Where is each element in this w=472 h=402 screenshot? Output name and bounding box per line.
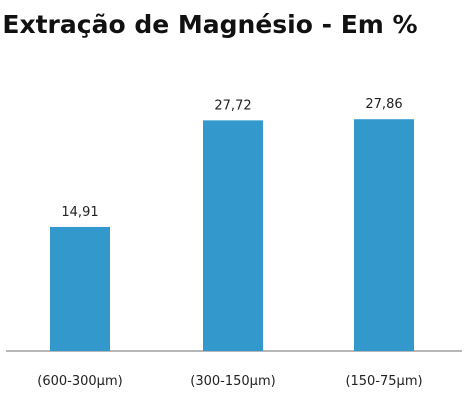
x-tick-label-2: (150-75µm) (345, 374, 422, 389)
x-tick-label-0: (600-300µm) (37, 374, 122, 389)
data-label-0: 14,91 (61, 205, 98, 220)
data-label-1: 27,72 (214, 98, 251, 113)
chart-title: Extração de Magnésio - Em % (2, 10, 418, 39)
bar-0 (50, 226, 110, 351)
bar-1 (203, 120, 263, 351)
bar-2 (354, 119, 414, 351)
data-label-2: 27,86 (365, 97, 402, 112)
x-tick-label-1: (300-150µm) (190, 374, 275, 389)
